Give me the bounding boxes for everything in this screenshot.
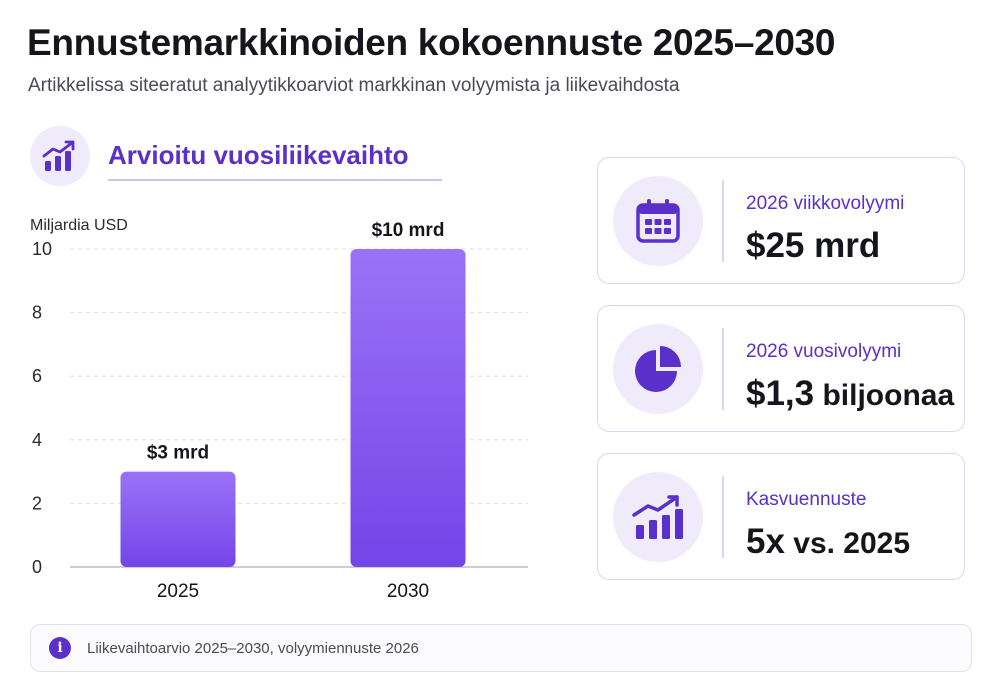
bar-chart-trend-icon xyxy=(30,126,90,186)
y-tick-label: 10 xyxy=(32,239,52,259)
card-weekly-volume: 2026 viikkovolyymi $25 mrd xyxy=(597,157,965,284)
y-tick-label: 4 xyxy=(32,430,42,450)
calendar-icon xyxy=(613,176,703,266)
card-value-main: 5x xyxy=(746,522,785,561)
card-value-main: $1,3 xyxy=(746,374,815,413)
y-axis-label: Miljardia USD xyxy=(30,217,128,234)
card-value: 5x vs. 2025 xyxy=(746,522,910,562)
footer-note: i Liikevaihtoarvio 2025–2030, volyymienn… xyxy=(30,624,972,672)
section-title: Arvioitu vuosiliikevaihto xyxy=(108,140,409,170)
card-label: 2026 viikkovolyymi xyxy=(746,193,905,214)
card-label: Kasvuennuste xyxy=(746,489,867,510)
info-icon: i xyxy=(49,637,71,659)
x-tick-label: 2030 xyxy=(387,581,429,602)
card-divider xyxy=(722,328,724,410)
card-divider xyxy=(722,476,724,558)
footer-text: Liikevaihtoarvio 2025–2030, volyymiennus… xyxy=(87,640,419,657)
card-value: $1,3 biljoonaa xyxy=(746,374,954,414)
data-label-2030: $10 mrd xyxy=(372,220,445,241)
card-value-suffix: biljoonaa xyxy=(814,379,955,412)
card-annual-volume: 2026 vuosivolyymi $1,3 biljoonaa xyxy=(597,305,965,432)
page-title: Ennustemarkkinoiden kokoennuste 2025–203… xyxy=(27,22,836,63)
growth-chart-icon xyxy=(613,472,703,562)
pie-chart-icon xyxy=(613,324,703,414)
y-tick-label: 2 xyxy=(32,493,42,513)
card-divider xyxy=(722,180,724,262)
card-value-suffix: vs. 2025 xyxy=(784,527,911,560)
card-growth-forecast: Kasvuennuste 5x vs. 2025 xyxy=(597,453,965,580)
data-label-2025: $3 mrd xyxy=(147,443,209,464)
y-tick-label: 0 xyxy=(32,557,42,577)
x-tick-label: 2025 xyxy=(157,581,199,602)
y-tick-label: 8 xyxy=(32,303,42,323)
revenue-bar-chart: Miljardia USD 0 2 4 6 8 10 $3 mrd 2025 $10 mrd 20… xyxy=(30,217,528,602)
card-value-main: $25 mrd xyxy=(746,226,881,265)
section-underline xyxy=(108,179,442,181)
card-label: 2026 vuosivolyymi xyxy=(746,341,902,362)
bar-2025 xyxy=(120,471,236,567)
bar-2030 xyxy=(350,249,466,567)
page-subtitle: Artikkelissa siteeratut analyytikkoarvio… xyxy=(28,75,680,96)
card-value: $25 mrd xyxy=(746,226,880,266)
y-tick-label: 6 xyxy=(32,366,42,386)
